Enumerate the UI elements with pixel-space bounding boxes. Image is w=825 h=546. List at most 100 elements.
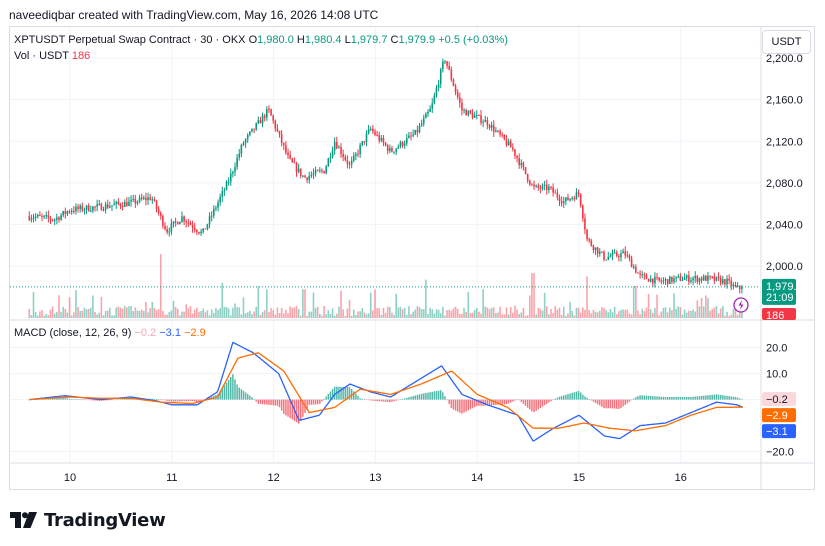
volume-bar <box>632 286 635 318</box>
macd-histogram-bar <box>592 399 595 402</box>
volume-bar <box>537 307 540 318</box>
volume-bar <box>79 310 81 318</box>
volume-bar <box>395 293 397 318</box>
macd-histogram-bar <box>473 399 476 408</box>
candle-body <box>36 214 39 217</box>
last-price-badge: 21:09 <box>766 292 794 304</box>
macd-line-value: −3.1 <box>159 327 181 339</box>
macd-histogram-bar <box>501 399 503 405</box>
candle-body <box>174 221 177 223</box>
candle-body <box>459 97 461 103</box>
volume-bar <box>467 291 470 318</box>
candle-body <box>637 272 639 274</box>
volume-bar <box>342 309 344 318</box>
volume-bar <box>121 308 124 318</box>
candle-body <box>562 201 565 204</box>
macd-histogram-bar <box>681 397 684 400</box>
volume-bar <box>651 312 654 318</box>
macd-histogram-bar <box>609 399 612 409</box>
volume-bar <box>117 306 120 318</box>
candle-body <box>32 217 35 219</box>
candle-body <box>480 115 482 123</box>
candle-body <box>47 215 50 218</box>
candle-body <box>558 197 561 202</box>
symbol-legend: XPTUSDT Perpetual Swap Contract · 30 · O… <box>14 34 508 46</box>
macd-histogram-bar <box>707 395 709 400</box>
candle-body <box>569 198 571 201</box>
macd-histogram-bar <box>266 399 268 405</box>
macd-hist-badge: −0.2 <box>766 394 788 406</box>
candle-body <box>654 276 656 284</box>
candle-body <box>482 122 484 124</box>
volume-bar <box>34 311 37 318</box>
candle-body <box>327 158 330 167</box>
macd-histogram-bar <box>635 397 637 400</box>
volume-bar <box>206 310 209 318</box>
volume-bar <box>376 308 378 318</box>
volume-bar <box>335 313 338 318</box>
macd-histogram-bar <box>433 391 436 400</box>
volume-bar <box>43 315 45 318</box>
macd-histogram-bar <box>662 396 665 400</box>
macd-histogram-bar <box>397 399 400 401</box>
volume-bar <box>450 310 453 318</box>
volume-bar <box>94 311 96 318</box>
volume-bar <box>427 314 429 318</box>
macd-histogram-bar <box>478 399 480 406</box>
macd-histogram-bar <box>164 399 166 401</box>
candle-body <box>229 173 232 182</box>
volume-bar <box>454 306 457 318</box>
volume-bar <box>543 292 546 318</box>
macd-histogram-bar <box>439 390 442 400</box>
volume-bar <box>573 315 576 318</box>
candle-body <box>702 276 705 281</box>
candle-body <box>49 217 52 220</box>
macd-histogram-bar <box>690 397 692 400</box>
candle-body <box>255 123 258 130</box>
candle-body <box>671 276 673 282</box>
macd-histogram-bar <box>331 389 334 400</box>
currency-button[interactable]: USDT <box>762 30 811 54</box>
volume-bar <box>183 311 185 318</box>
time-axis-tick: 11 <box>166 472 177 484</box>
macd-histogram-bar <box>626 399 629 404</box>
macd-histogram-bar <box>698 396 701 400</box>
volume-bar <box>410 314 412 318</box>
candle-body <box>628 255 631 259</box>
candle-body <box>730 280 733 287</box>
macd-histogram-bar <box>85 399 88 401</box>
volume-bar <box>251 314 253 318</box>
candle-body <box>713 276 716 281</box>
volume-bar <box>717 313 720 318</box>
volume-bar <box>280 307 283 318</box>
volume-bar <box>420 309 423 318</box>
macd-histogram-bar <box>365 399 368 401</box>
macd-histogram-bar <box>98 399 101 401</box>
volume-bar <box>242 297 245 318</box>
macd-histogram-bar <box>719 394 722 400</box>
candle-body <box>719 277 722 284</box>
macd-histogram-bar <box>505 399 508 405</box>
volume-bar <box>374 289 376 318</box>
macd-histogram-bar <box>469 399 472 410</box>
volume-bar <box>596 312 599 318</box>
candle-body <box>45 215 48 217</box>
macd-histogram-bar <box>280 399 283 411</box>
tradingview-logo-icon <box>10 512 37 528</box>
macd-histogram-bar <box>119 399 122 400</box>
volume-bar <box>225 307 228 318</box>
volume-bar <box>204 312 207 318</box>
macd-histogram-bar <box>168 399 170 402</box>
volume-bar <box>87 308 90 318</box>
macd-histogram-bar <box>183 399 185 402</box>
volume-bar <box>594 312 597 318</box>
macd-histogram-bar <box>276 399 279 406</box>
volume-bar <box>624 309 627 318</box>
volume-bar <box>598 310 601 318</box>
volume-bar <box>505 307 508 318</box>
candle-body <box>630 258 633 268</box>
candle-body <box>56 217 58 220</box>
candle-body <box>172 221 175 224</box>
candle-body <box>111 205 113 207</box>
